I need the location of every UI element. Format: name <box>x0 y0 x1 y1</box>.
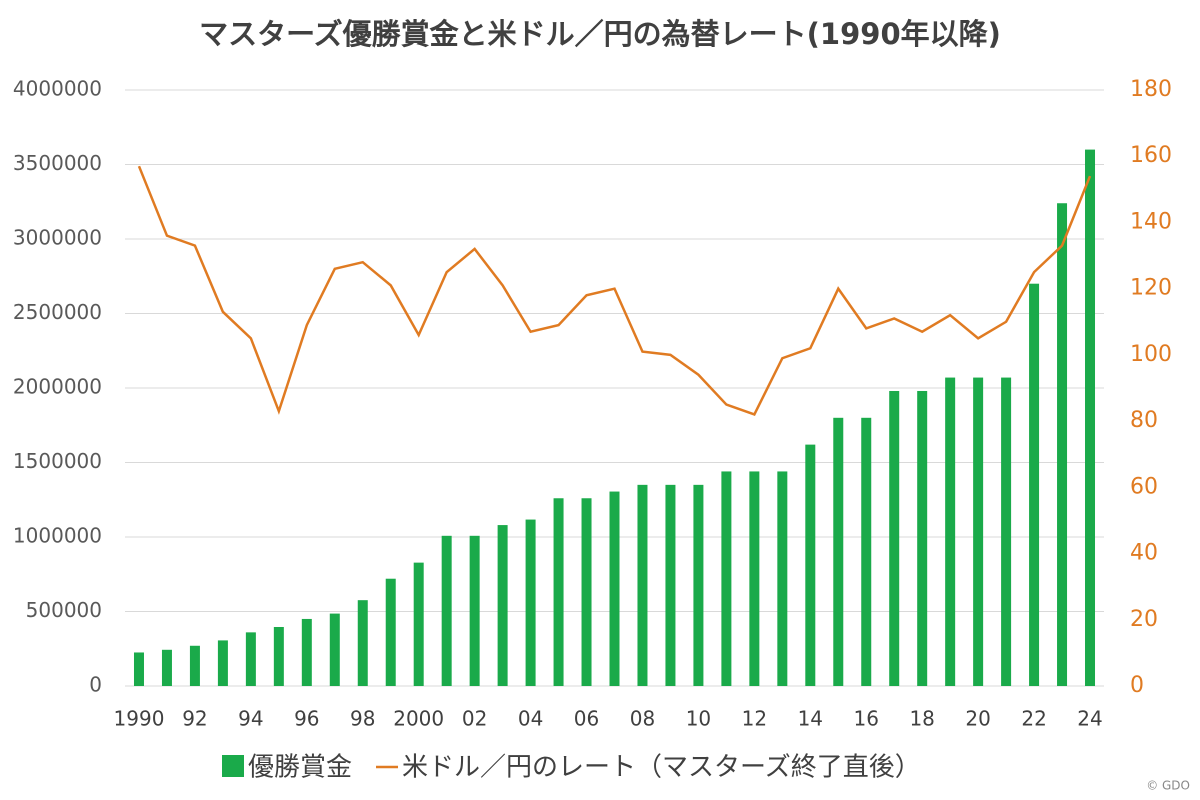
bar <box>1085 149 1096 687</box>
bar <box>133 652 144 686</box>
x-tick-label: 96 <box>294 707 319 731</box>
bar <box>861 417 872 686</box>
bar <box>469 535 480 686</box>
y2-tick-label: 120 <box>1130 276 1172 301</box>
bar <box>609 491 620 686</box>
bar <box>525 519 536 686</box>
x-tick-label: 92 <box>182 707 207 731</box>
bar <box>217 640 228 686</box>
bar <box>441 535 452 686</box>
x-tick-label: 94 <box>238 707 263 731</box>
y2-tick-label: 160 <box>1130 143 1172 168</box>
chart-title: マスターズ優勝賞金と米ドル／円の為替レート(1990年以降) <box>199 17 1001 51</box>
bar <box>385 578 396 686</box>
y-tick-label: 500000 <box>26 598 102 622</box>
bar <box>917 390 928 686</box>
bar <box>357 600 368 686</box>
bar <box>665 484 676 686</box>
bar <box>833 417 844 686</box>
y2-tick-label: 40 <box>1130 541 1158 566</box>
bar <box>189 645 200 686</box>
x-tick-label: 06 <box>574 707 599 731</box>
x-tick-label: 20 <box>965 707 990 731</box>
y2-tick-label: 180 <box>1130 77 1172 102</box>
y2-tick-label: 0 <box>1130 673 1144 698</box>
x-tick-label: 12 <box>742 707 767 731</box>
bar <box>749 471 760 686</box>
y2-tick-label: 100 <box>1130 342 1172 367</box>
x-tick-label: 16 <box>854 707 879 731</box>
x-tick-label: 14 <box>798 707 823 731</box>
bar <box>693 484 704 686</box>
legend-label: 優勝賞金 <box>248 753 352 783</box>
y-tick-label: 1000000 <box>13 524 102 548</box>
bar <box>273 626 284 686</box>
bar <box>581 498 592 686</box>
x-tick-label: 24 <box>1077 707 1102 731</box>
bar <box>889 390 900 686</box>
x-tick-label: 18 <box>909 707 934 731</box>
bar <box>301 618 312 686</box>
y-tick-label: 2000000 <box>13 375 102 399</box>
y-tick-label: 3500000 <box>13 151 102 175</box>
y-tick-label: 2500000 <box>13 300 102 324</box>
x-tick-label: 10 <box>686 707 711 731</box>
x-tick-label: 98 <box>350 707 375 731</box>
bar <box>245 632 256 686</box>
x-tick-label: 02 <box>462 707 487 731</box>
bar <box>945 377 956 686</box>
bar <box>805 444 816 686</box>
x-tick-label: 22 <box>1021 707 1046 731</box>
y2-tick-label: 20 <box>1130 607 1158 632</box>
bar <box>1057 203 1068 687</box>
y-tick-label: 3000000 <box>13 226 102 250</box>
line <box>137 165 1092 417</box>
bar <box>553 498 564 686</box>
bar <box>161 649 172 686</box>
bar <box>721 471 732 686</box>
legend-swatch <box>222 755 244 777</box>
bar <box>973 377 984 686</box>
x-tick-label: 1990 <box>114 707 165 731</box>
y-tick-label: 4000000 <box>13 77 102 101</box>
y2-tick-label: 60 <box>1130 474 1158 499</box>
y2-tick-label: 140 <box>1130 209 1172 234</box>
y-tick-label: 1500000 <box>13 449 102 473</box>
bar <box>777 471 788 686</box>
bar <box>497 525 508 686</box>
bar <box>413 562 424 686</box>
y-tick-label: 0 <box>89 673 102 697</box>
legend-label: 米ドル／円のレート（マスターズ終了直後） <box>402 753 921 783</box>
x-tick-label: 2000 <box>393 707 444 731</box>
bar <box>1001 377 1012 686</box>
bar <box>637 484 648 686</box>
bar <box>1029 283 1040 686</box>
bar <box>329 613 340 686</box>
y2-tick-label: 80 <box>1130 408 1158 433</box>
x-tick-label: 04 <box>518 707 543 731</box>
credit: © GDO <box>1146 779 1190 793</box>
x-tick-label: 08 <box>630 707 655 731</box>
